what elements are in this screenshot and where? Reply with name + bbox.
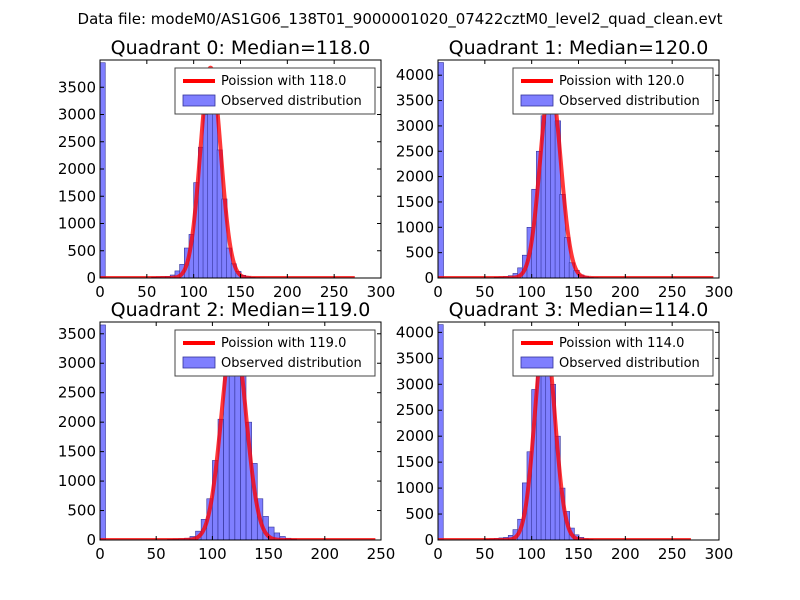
y-tick-label: 2000: [58, 413, 96, 431]
x-tick-label: 50: [147, 545, 166, 563]
poisson-curve: [100, 65, 357, 278]
x-tick-label: 150: [564, 545, 593, 563]
legend-observed-swatch: [520, 94, 554, 107]
figure-title: Data file: modeM0/AS1G06_138T01_90000010…: [78, 10, 723, 29]
histogram-bar-zero: [438, 324, 444, 540]
y-tick-label: 2500: [58, 133, 96, 151]
x-tick-label: 300: [705, 545, 734, 563]
y-tick-label: 0: [424, 531, 434, 549]
y-tick-label: 2500: [396, 142, 434, 160]
y-tick-label: 0: [86, 269, 96, 287]
x-tick-label: 200: [611, 545, 640, 563]
x-tick-label: 150: [226, 283, 255, 301]
plot-area: [100, 62, 357, 278]
y-tick-label: 1500: [396, 193, 434, 211]
legend-poisson-label: Poission with 119.0: [221, 336, 346, 351]
panel-quadrant-0: 0 50 100 150 200 250 3000500100015002000250030…: [58, 37, 396, 301]
y-tick-label: 1000: [396, 479, 434, 497]
y-tick-label: 2500: [396, 401, 434, 419]
y-tick-label: 1500: [396, 453, 434, 471]
x-tick-label: 150: [254, 545, 283, 563]
y-tick-label: 1000: [58, 472, 96, 490]
y-tick-label: 3000: [396, 375, 434, 393]
x-tick-label: 0: [95, 545, 105, 563]
x-tick-label: 300: [705, 283, 734, 301]
x-tick-label: 250: [320, 283, 349, 301]
y-tick-label: 3500: [396, 349, 434, 367]
y-tick-label: 1500: [58, 187, 96, 205]
x-tick-label: 0: [433, 545, 443, 563]
y-tick-label: 500: [67, 242, 96, 260]
y-tick-label: 0: [424, 269, 434, 287]
legend-observed-label: Observed distribution: [221, 94, 362, 109]
legend: Poission with 118.0 Observed distribution: [174, 67, 376, 115]
y-tick-label: 3000: [58, 354, 96, 372]
legend: Poission with 120.0 Observed distribution: [512, 67, 714, 115]
legend-observed-label: Observed distribution: [559, 356, 700, 371]
y-tick-label: 2500: [58, 384, 96, 402]
y-tick-label: 1000: [58, 215, 96, 233]
x-tick-label: 100: [517, 283, 546, 301]
y-tick-label: 500: [67, 502, 96, 520]
panel-title: Quadrant 0: Median=118.0: [111, 37, 371, 59]
x-tick-label: 250: [658, 283, 687, 301]
y-tick-label: 2000: [58, 160, 96, 178]
x-tick-label: 200: [611, 283, 640, 301]
legend-observed-label: Observed distribution: [221, 356, 362, 371]
axes-frame: [99, 321, 382, 541]
x-tick-label: 100: [198, 545, 227, 563]
panel-quadrant-3: 0 50 100 150 200 250 3000500100015002000250030…: [396, 299, 734, 563]
x-tick-label: 0: [433, 283, 443, 301]
legend-observed-label: Observed distribution: [559, 94, 700, 109]
x-tick-label: 200: [273, 283, 302, 301]
y-tick-label: 0: [86, 531, 96, 549]
legend-poisson-label: Poission with 118.0: [221, 74, 346, 89]
panel-title: Quadrant 3: Median=114.0: [449, 299, 709, 321]
poisson-curve: [438, 81, 715, 278]
x-tick-label: 50: [137, 283, 156, 301]
poisson-curve: [438, 331, 693, 540]
legend-observed-swatch: [520, 356, 554, 369]
panel-title: Quadrant 2: Median=119.0: [111, 299, 371, 321]
y-tick-label: 500: [405, 505, 434, 523]
y-tick-label: 1000: [396, 218, 434, 236]
y-tick-label: 500: [405, 244, 434, 262]
x-tick-label: 100: [179, 283, 208, 301]
x-tick-label: 150: [564, 283, 593, 301]
y-tick-label: 1500: [58, 443, 96, 461]
panel-quadrant-2: 0 50 100 150 200 2500500100015002000250030003…: [58, 299, 396, 563]
y-tick-label: 2000: [396, 427, 434, 445]
legend: Poission with 119.0 Observed distribution: [174, 329, 376, 377]
legend-observed-swatch: [182, 356, 216, 369]
y-tick-label: 3000: [58, 106, 96, 124]
histogram-bar-zero: [438, 62, 444, 278]
x-tick-label: 50: [475, 545, 494, 563]
x-tick-label: 200: [310, 545, 339, 563]
legend-box: [512, 329, 714, 377]
legend: Poission with 114.0 Observed distribution: [512, 329, 714, 377]
plot-area: [438, 62, 715, 278]
y-tick-label: 4000: [396, 66, 434, 84]
x-tick-label: 300: [367, 283, 396, 301]
panel-quadrant-1: 0 50 100 150 200 250 3000500100015002000250030…: [396, 37, 734, 301]
x-tick-label: 50: [475, 283, 494, 301]
x-tick-label: 0: [95, 283, 105, 301]
y-tick-label: 3000: [396, 117, 434, 135]
histogram-bar-zero: [100, 62, 106, 278]
legend-poisson-label: Poission with 120.0: [559, 74, 684, 89]
legend-poisson-label: Poission with 114.0: [559, 336, 684, 351]
y-tick-label: 3500: [58, 325, 96, 343]
y-tick-label: 4000: [396, 323, 434, 341]
y-tick-label: 3500: [58, 78, 96, 96]
y-tick-label: 2000: [396, 168, 434, 186]
x-tick-label: 250: [367, 545, 396, 563]
legend-observed-swatch: [182, 94, 216, 107]
panel-title: Quadrant 1: Median=120.0: [449, 37, 709, 59]
x-tick-label: 100: [517, 545, 546, 563]
y-tick-label: 3500: [396, 92, 434, 110]
x-tick-label: 250: [658, 545, 687, 563]
histogram-bar-zero: [100, 324, 106, 540]
